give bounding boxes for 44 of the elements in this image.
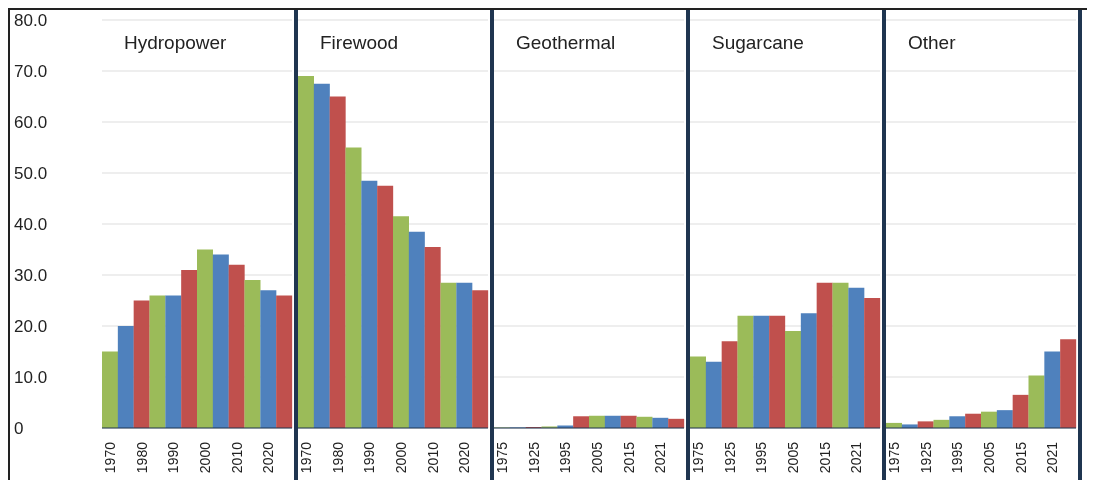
x-tick-label: 1925 bbox=[721, 441, 738, 474]
x-tick-label: 1970 bbox=[101, 441, 118, 474]
text: Sugarcane bbox=[712, 32, 804, 54]
x-tick-label: 2005 bbox=[980, 441, 997, 474]
x-tick-label: 2015 bbox=[816, 441, 833, 474]
y-tick-label: 0 bbox=[14, 419, 24, 439]
text: Hydropower bbox=[124, 32, 227, 54]
x-tick-label: 2021 bbox=[652, 441, 669, 474]
x-tick-label: 2010 bbox=[228, 441, 245, 474]
x-tick-label: 1980 bbox=[329, 441, 346, 474]
y-tick-label: 80.0 bbox=[14, 11, 48, 31]
x-tick-label: 1975 bbox=[885, 441, 902, 474]
x-tick-label: 1970 bbox=[297, 441, 314, 474]
x-tick-label: 1995 bbox=[557, 441, 574, 474]
y-tick-label: 50.0 bbox=[14, 164, 48, 184]
x-tick-label: 2005 bbox=[588, 441, 605, 474]
y-tick-label: 30.0 bbox=[14, 266, 48, 286]
x-tick-label: 2021 bbox=[848, 441, 865, 474]
x-tick-label: 1975 bbox=[493, 441, 510, 474]
x-tick-label: 2020 bbox=[456, 441, 473, 474]
y-tick-label: 40.0 bbox=[14, 215, 48, 235]
text: Firewood bbox=[320, 32, 399, 54]
y-tick-label: 10.0 bbox=[14, 368, 48, 388]
x-tick-label: 2021 bbox=[1044, 441, 1061, 474]
x-tick-label: 2020 bbox=[260, 441, 277, 474]
x-tick-label: 1990 bbox=[165, 441, 182, 474]
y-tick-label: 20.0 bbox=[14, 317, 48, 337]
x-tick-label: 2005 bbox=[784, 441, 801, 474]
text: Other bbox=[908, 32, 956, 54]
x-tick-label: 1925 bbox=[917, 441, 934, 474]
x-tick-label: 2015 bbox=[1012, 441, 1029, 474]
x-tick-label: 1995 bbox=[949, 441, 966, 474]
x-tick-label: 1975 bbox=[689, 441, 706, 474]
x-tick-label: 1925 bbox=[525, 441, 542, 474]
x-tick-label: 2015 bbox=[620, 441, 637, 474]
x-tick-label: 1990 bbox=[361, 441, 378, 474]
x-tick-label: 2010 bbox=[424, 441, 441, 474]
y-tick-label: 60.0 bbox=[14, 113, 48, 133]
text: Geothermal bbox=[516, 32, 616, 54]
y-tick-label: 70.0 bbox=[14, 62, 48, 82]
x-tick-label: 1980 bbox=[133, 441, 150, 474]
x-tick-label: 2000 bbox=[196, 441, 213, 474]
x-tick-label: 1995 bbox=[753, 441, 770, 474]
x-tick-label: 2000 bbox=[392, 441, 409, 474]
